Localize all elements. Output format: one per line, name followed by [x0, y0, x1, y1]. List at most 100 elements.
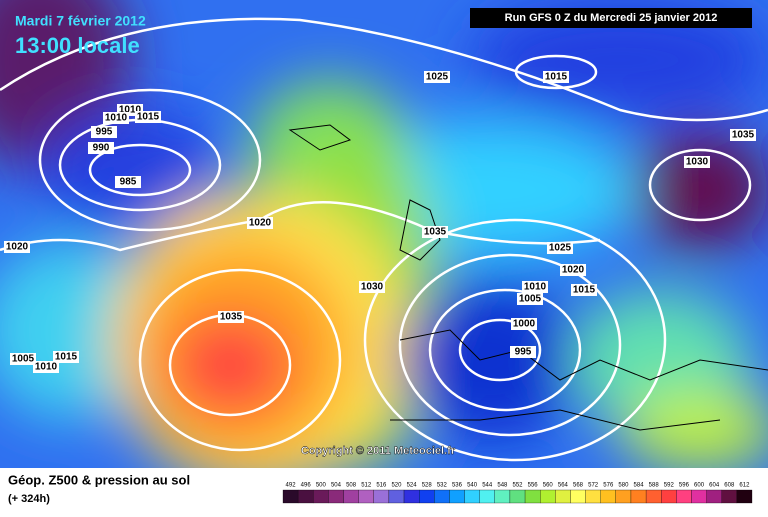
legend-label: 568 [573, 483, 584, 489]
legend-swatch [585, 489, 601, 504]
isobar-label-bg [4, 241, 30, 253]
legend-swatch [282, 489, 299, 504]
legend-swatch [630, 489, 647, 504]
legend-label: 584 [634, 483, 645, 489]
legend-swatch [615, 489, 632, 504]
legend-label: 520 [391, 483, 402, 489]
legend-label: 504 [331, 483, 342, 489]
run-label: Run GFS 0 Z du Mercredi 25 janvier 2012 [505, 12, 718, 24]
legend-swatch [297, 489, 314, 504]
isobar-label-bg [247, 217, 273, 229]
legend-swatch [600, 489, 616, 504]
isobar-label-bg [10, 353, 36, 365]
legend-label: 532 [437, 483, 448, 489]
legend-label: 560 [543, 483, 554, 489]
isobar-label-bg [730, 129, 756, 141]
legend-title: Géop. Z500 & pression au sol [8, 472, 190, 487]
isobar-label: 1025 [426, 72, 449, 83]
legend-label: 544 [482, 483, 493, 489]
isobar-label-bg [115, 176, 141, 188]
legend-swatch [661, 489, 677, 504]
legend-swatch [328, 489, 344, 504]
isobar-label: 1015 [55, 352, 78, 363]
legend-label: 500 [316, 483, 327, 489]
isobar-label-bg [359, 281, 385, 293]
legend-label: 536 [452, 483, 463, 489]
isobar-label: 1010 [524, 282, 547, 293]
legend-label: 596 [679, 483, 690, 489]
isobar-label: 1005 [519, 294, 542, 305]
isobar-label: 1035 [732, 130, 755, 141]
legend-swatch [736, 489, 753, 504]
isobar-label: 1010 [119, 105, 142, 116]
legend-label: 600 [694, 483, 705, 489]
legend-swatch [691, 489, 707, 504]
legend-swatch [645, 489, 662, 504]
legend-swatch [388, 489, 405, 504]
coastlines [288, 124, 768, 431]
legend-swatch [373, 489, 390, 504]
isobar-label-bg [547, 242, 573, 254]
isobar-label: 1025 [549, 243, 572, 254]
legend-label: 492 [286, 483, 297, 489]
isobar-label: 1020 [249, 218, 272, 229]
isobar-label-bg [33, 361, 59, 373]
isobar-label: 1005 [12, 354, 35, 365]
isobar-label: 1015 [137, 112, 160, 123]
isobar-label-bg [543, 71, 569, 83]
isobar-label-bg [424, 71, 450, 83]
isobar-label: 1020 [6, 242, 29, 253]
legend-swatch [706, 489, 722, 504]
legend-swatch [524, 489, 541, 504]
isobar-label-bg [560, 264, 586, 276]
isobar-label-bg [53, 351, 79, 363]
legend-swatch [464, 489, 480, 504]
isobar-label: 1010 [105, 113, 128, 124]
legend-swatch [509, 489, 526, 504]
legend-swatch [555, 489, 571, 504]
legend-swatch [721, 489, 738, 504]
legend-label: 604 [709, 483, 720, 489]
legend-label: 540 [467, 483, 478, 489]
isobar-label: 1030 [686, 157, 709, 168]
isobars [0, 17, 768, 462]
legend-swatch [313, 489, 329, 504]
copyright: Copyright © 2011 Meteociel.fr [301, 445, 456, 457]
legend-swatch [540, 489, 556, 504]
legend-label: 572 [588, 483, 599, 489]
legend-label: 576 [603, 483, 614, 489]
isobar-label-bg [88, 142, 114, 154]
legend-swatch [434, 489, 450, 504]
isobar-label: 1020 [562, 265, 585, 276]
map-field [0, 0, 768, 468]
time-label: 13:00 locale [15, 33, 140, 58]
legend-swatch [449, 489, 465, 504]
legend-label: 608 [724, 483, 735, 489]
legend-label: 588 [649, 483, 660, 489]
isobar-label: 1030 [361, 282, 384, 293]
isobar-label: 1015 [545, 72, 568, 83]
isobar-label: 1035 [424, 227, 447, 238]
legend-swatch [494, 489, 511, 504]
isobar-label: 1010 [35, 362, 58, 373]
isobar-label-bg [511, 318, 537, 330]
isobar-label-bg [422, 226, 448, 238]
isobar-label: 995 [96, 127, 113, 138]
legend-label: 528 [422, 483, 433, 489]
legend-label: 612 [739, 483, 750, 489]
isobar-label-bg [684, 156, 710, 168]
legend-swatch [419, 489, 435, 504]
isobar-label-bg [91, 126, 117, 138]
legend-swatch [343, 489, 359, 504]
isobar-label: 995 [515, 347, 532, 358]
isobar-label-bg [510, 346, 536, 358]
isobar-label: 1035 [220, 312, 243, 323]
legend-label: 508 [346, 483, 357, 489]
isobar-label: 1000 [513, 319, 536, 330]
legend-swatch [570, 489, 586, 504]
legend-label: 556 [528, 483, 539, 489]
isobar-label: 985 [120, 177, 137, 188]
legend-label: 496 [301, 483, 312, 489]
legend-label: 592 [664, 483, 675, 489]
